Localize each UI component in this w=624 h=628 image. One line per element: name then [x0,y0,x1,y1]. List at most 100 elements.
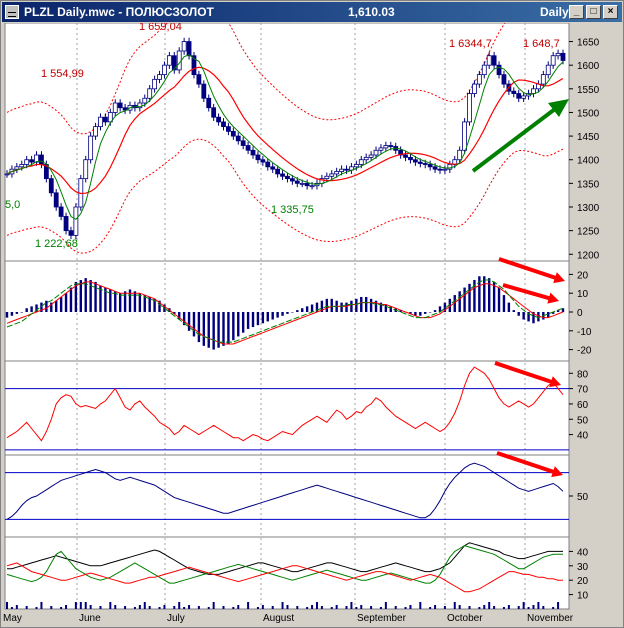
chart-area[interactable]: May June July August September October Novembe… [3,23,623,627]
candle-body [427,164,433,168]
macd-bar [5,312,9,318]
candle-body [467,93,472,123]
volume-bar [429,607,432,609]
candle [68,226,74,240]
macd-bar [296,310,299,312]
rsi-axis-label: 80 [577,369,589,380]
macd-bar [74,281,78,312]
candle-body [245,145,251,151]
trend-arrow-shaft [471,107,557,173]
candle-body [383,145,389,149]
title-bar[interactable]: PLZL Daily.mwc - ПОЛЮСЗОЛОТ 1,610.03 Dai… [2,2,622,22]
volume-bar [261,605,264,609]
maximize-button[interactable]: □ [586,5,601,19]
volume-bar [232,607,235,609]
candle-body [240,140,246,146]
candle-body [511,90,517,94]
candle-body [363,156,369,161]
macd-bar [79,280,83,312]
candle [516,89,522,103]
volume-bar [89,605,92,609]
candle-body [29,159,35,163]
candle-body [142,97,148,104]
candle-body [186,41,192,57]
macd-bar [207,312,210,348]
volume-bar [335,605,338,609]
macd-bar [448,298,452,312]
candle [491,51,497,69]
macd-bar [40,302,43,312]
volume-bar [296,606,299,609]
candle [545,61,551,79]
macd-bar [187,312,191,331]
candle-body [353,164,359,168]
warning-arrow-head [549,376,561,388]
macd-bar [291,312,294,313]
volume-bar [15,605,18,609]
lower-envelope [6,138,564,254]
candle-body [373,149,379,156]
macd-bar [428,312,432,313]
candle-body [378,147,384,151]
volume-bar [478,607,481,609]
macd-bar [197,312,201,343]
macd-bar [325,298,329,312]
candle [447,160,453,173]
warning-arrow-shaft [494,361,555,385]
volume-bar [188,605,191,609]
x-tick-label: August [263,613,294,624]
trend-arrow-head [548,99,569,117]
volume-bar [178,602,181,609]
macd-bar [320,300,324,312]
minimize-button[interactable]: _ [569,5,584,19]
volume-bar [197,606,200,609]
volume-bar [488,602,491,609]
candle [196,70,202,88]
candle [176,47,182,74]
warning-arrow-shaft [498,257,559,281]
candle [117,99,123,112]
adx-series-line [6,562,563,593]
candle-body [14,166,20,170]
price-axis-label: 1400 [577,156,600,167]
macd-bar [556,310,560,312]
candle-body [112,102,118,113]
candle-body [181,41,187,52]
volume-bar [345,606,348,609]
macd-bar [227,312,230,344]
candle [73,203,79,240]
volume-bar [158,607,161,609]
candle [112,99,118,117]
volume-bar [502,607,505,609]
close-button[interactable]: × [603,5,618,19]
candle-body [152,78,158,90]
candle [373,146,379,159]
macd-bar [114,291,117,312]
volume-bar [306,607,309,609]
candle [206,94,212,112]
price-annotation: 1 648,7 [523,38,560,50]
candle [240,137,246,150]
candle-body [216,116,221,123]
volume-bar [517,606,520,609]
macd-bar [276,312,279,318]
candle-body [550,55,556,66]
candle-body [93,126,98,137]
macd-bar [301,308,304,312]
x-tick-label: June [79,613,101,624]
macd-bar [35,304,38,312]
macd-bar [281,312,284,316]
candle [255,151,261,164]
x-tick-label: July [167,613,185,624]
macd-bar [256,312,260,326]
candle-body [265,161,271,168]
moving-average-green [6,54,564,220]
candle [560,49,566,65]
volume-bar [10,607,13,609]
macd-bar [158,300,161,312]
macd-bar [266,312,269,322]
volume-bar [394,606,397,609]
macd-bar [232,312,235,341]
price-annotation: 1 554,99 [41,68,84,80]
candle-body [48,178,54,194]
